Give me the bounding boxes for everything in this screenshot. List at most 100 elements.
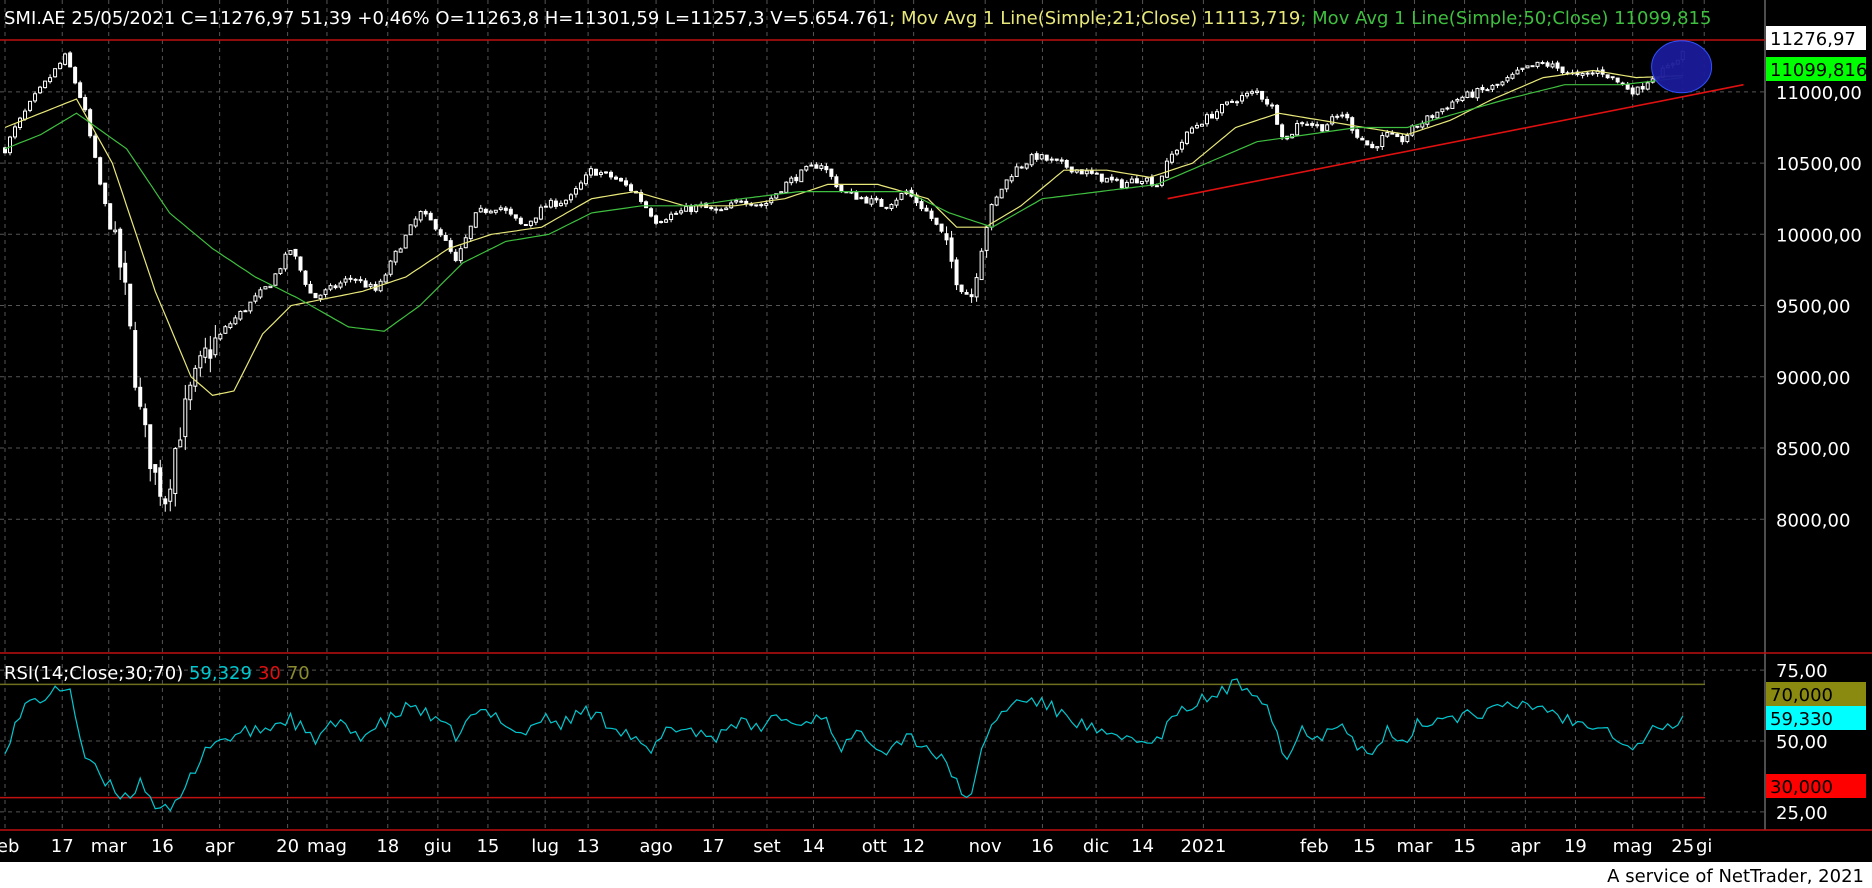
candle-body bbox=[1004, 179, 1009, 190]
candle-body bbox=[964, 292, 969, 295]
candle-body bbox=[1164, 160, 1169, 178]
candle-body bbox=[1505, 77, 1510, 82]
candle-body bbox=[1184, 131, 1189, 144]
rsi-high-text: 70,000 bbox=[1770, 685, 1833, 706]
candle-body bbox=[323, 289, 328, 296]
candle-body bbox=[1109, 176, 1114, 181]
candle-body bbox=[433, 219, 438, 230]
candle-body bbox=[1029, 154, 1034, 166]
candle-body bbox=[273, 273, 278, 286]
candle-body bbox=[458, 248, 463, 262]
candle-body bbox=[508, 208, 513, 215]
time-tick-label: mar bbox=[91, 836, 128, 857]
candle-body bbox=[603, 171, 608, 174]
candle-body bbox=[764, 203, 769, 206]
candle-body bbox=[1500, 81, 1505, 86]
candle-body bbox=[1124, 181, 1129, 188]
candle-body bbox=[353, 278, 358, 281]
candle-body bbox=[859, 197, 864, 200]
candle-body bbox=[1204, 114, 1209, 125]
candle-body bbox=[809, 164, 814, 167]
candle-body bbox=[43, 80, 48, 89]
time-tick-label: dic bbox=[1083, 836, 1109, 857]
grid bbox=[0, 0, 1765, 830]
candle-body bbox=[759, 204, 764, 207]
time-tick-label: 15 bbox=[476, 836, 499, 857]
candle-body bbox=[1295, 122, 1300, 136]
candle-body bbox=[834, 176, 839, 188]
legend-rsi-label: RSI(14;Close;30;70) bbox=[4, 663, 189, 684]
trendline bbox=[1167, 83, 1744, 200]
candle-body bbox=[1560, 66, 1565, 74]
price-tick-label: 9500,00 bbox=[1776, 297, 1850, 318]
candle-body bbox=[103, 182, 108, 205]
candle-body bbox=[1189, 127, 1194, 134]
candle-body bbox=[949, 237, 954, 262]
candle-body bbox=[468, 225, 473, 240]
candle-body bbox=[1510, 73, 1515, 79]
candle-body bbox=[1114, 178, 1119, 181]
candle-body bbox=[113, 229, 118, 233]
candle-body bbox=[28, 100, 33, 111]
candle-body bbox=[774, 193, 779, 199]
ma-price-tag bbox=[1766, 57, 1866, 81]
candle-body bbox=[629, 184, 634, 192]
candle-body bbox=[1365, 140, 1370, 146]
candle-body bbox=[473, 212, 478, 228]
candle-body bbox=[1475, 88, 1480, 99]
candle-body bbox=[1555, 62, 1560, 69]
time-tick-label: 12 bbox=[902, 836, 925, 857]
candle-body bbox=[188, 384, 193, 401]
legend-ma50-label: ; Mov Avg 1 Line(Simple;50;Close) bbox=[1300, 8, 1614, 29]
candle-body bbox=[714, 208, 719, 211]
candle-body bbox=[1485, 89, 1490, 92]
candle-body bbox=[443, 234, 448, 241]
ma-price-text: 11099,816 bbox=[1770, 60, 1867, 81]
candle-body bbox=[193, 367, 198, 387]
candle-body bbox=[1129, 178, 1134, 184]
candle-body bbox=[799, 169, 804, 183]
legend-ma50-value: 11099,815 bbox=[1614, 8, 1711, 29]
candle-body bbox=[1104, 177, 1109, 183]
time-tick-label: 14 bbox=[1131, 836, 1154, 857]
candle-body bbox=[183, 398, 188, 438]
candle-body bbox=[1375, 146, 1380, 149]
candle-body bbox=[358, 279, 363, 282]
candle-body bbox=[288, 250, 293, 255]
footer-bar bbox=[0, 862, 1872, 888]
ma50-line bbox=[4, 77, 1683, 332]
candle-body bbox=[1009, 176, 1014, 182]
candle-body bbox=[1310, 123, 1315, 126]
candle-body bbox=[343, 278, 348, 283]
candle-body bbox=[448, 240, 453, 252]
candle-body bbox=[1094, 172, 1099, 175]
candle-body bbox=[969, 294, 974, 298]
candle-body bbox=[78, 82, 83, 98]
candle-body bbox=[598, 172, 603, 175]
candle-body bbox=[1350, 117, 1355, 131]
candle-body bbox=[1214, 111, 1219, 119]
candle-body bbox=[488, 210, 493, 214]
legend-rsi-value: 59,329 bbox=[189, 663, 252, 684]
candle-body bbox=[363, 280, 368, 288]
candle-body bbox=[1610, 76, 1615, 79]
price-tick-label: 10000,00 bbox=[1776, 225, 1862, 246]
price-tick-label: 8000,00 bbox=[1776, 510, 1850, 531]
time-tick-label: 15 bbox=[1353, 836, 1376, 857]
time-tick-label: lug bbox=[531, 836, 559, 857]
candle-body bbox=[839, 184, 844, 192]
candle-body bbox=[553, 200, 558, 207]
candle-body bbox=[1405, 135, 1410, 143]
time-tick-label: mar bbox=[1396, 836, 1433, 857]
candle-body bbox=[1480, 87, 1485, 91]
candle-body bbox=[1490, 84, 1495, 90]
candle-body bbox=[568, 194, 573, 201]
candle-body bbox=[593, 168, 598, 176]
candle-body bbox=[919, 201, 924, 210]
candle-body bbox=[884, 206, 889, 209]
candle-body bbox=[348, 277, 353, 280]
candle-body bbox=[709, 207, 714, 210]
candle-body bbox=[879, 198, 884, 207]
candle-body bbox=[1069, 166, 1074, 173]
